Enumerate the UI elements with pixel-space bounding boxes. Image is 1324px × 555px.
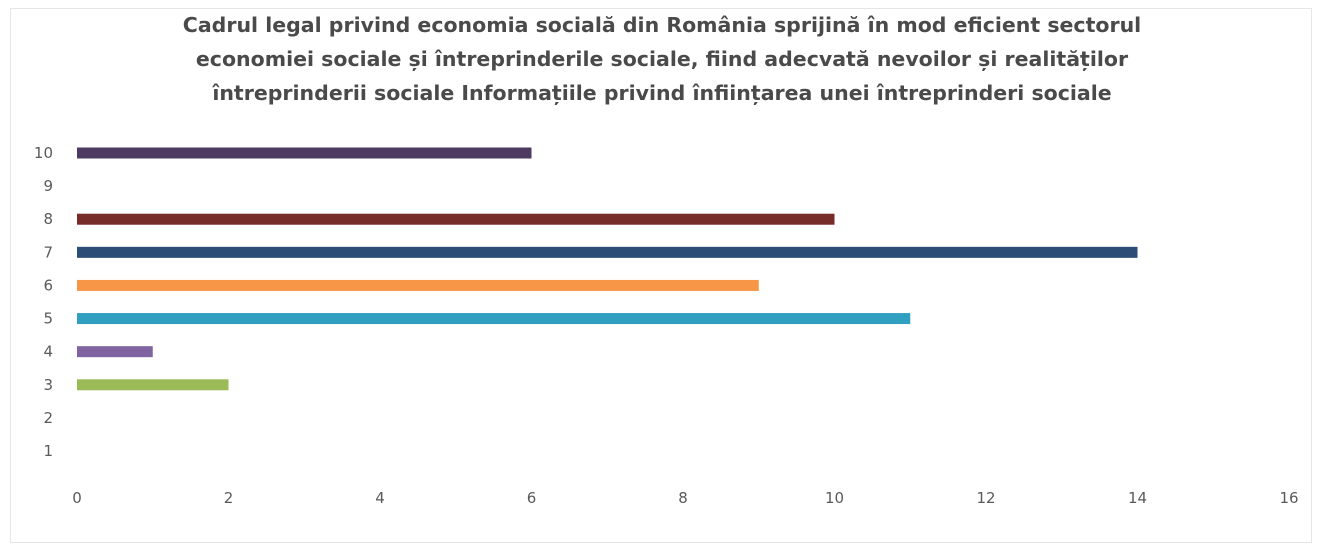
bar-4	[77, 346, 153, 358]
chart-title-line-3: întreprinderii sociale Informațiile priv…	[212, 81, 1112, 105]
x-tick-label-4: 4	[375, 489, 385, 507]
y-tick-label-7: 7	[43, 243, 53, 261]
y-tick-label-6: 6	[43, 276, 53, 294]
bar-3	[77, 379, 229, 391]
x-tick-label-0: 0	[72, 489, 82, 507]
y-tick-label-4: 4	[43, 343, 53, 361]
bar-7	[77, 246, 1138, 258]
y-tick-label-5: 5	[43, 310, 53, 328]
bar-6	[77, 279, 759, 291]
chart-frame	[10, 8, 1312, 543]
bar-8	[77, 213, 835, 225]
x-tick-label-12: 12	[976, 489, 995, 507]
y-tick-label-2: 2	[43, 409, 53, 427]
x-tick-label-10: 10	[825, 489, 844, 507]
x-tick-label-6: 6	[527, 489, 537, 507]
chart-title-line-1: Cadrul legal privind economia socială di…	[182, 13, 1142, 37]
x-tick-label-14: 14	[1128, 489, 1147, 507]
y-tick-label-1: 1	[43, 442, 53, 460]
bar-5	[77, 313, 911, 325]
x-tick-label-2: 2	[224, 489, 234, 507]
x-tick-label-16: 16	[1279, 489, 1298, 507]
chart-title: Cadrul legal privind economia socială di…	[0, 8, 1324, 110]
x-tick-label-8: 8	[678, 489, 688, 507]
y-tick-label-9: 9	[43, 177, 53, 195]
chart-title-line-2: economiei sociale și întreprinderile soc…	[195, 47, 1129, 71]
y-tick-label-10: 10	[34, 144, 53, 162]
bar-10	[77, 147, 532, 159]
y-tick-label-8: 8	[43, 210, 53, 228]
y-tick-label-3: 3	[43, 376, 53, 394]
